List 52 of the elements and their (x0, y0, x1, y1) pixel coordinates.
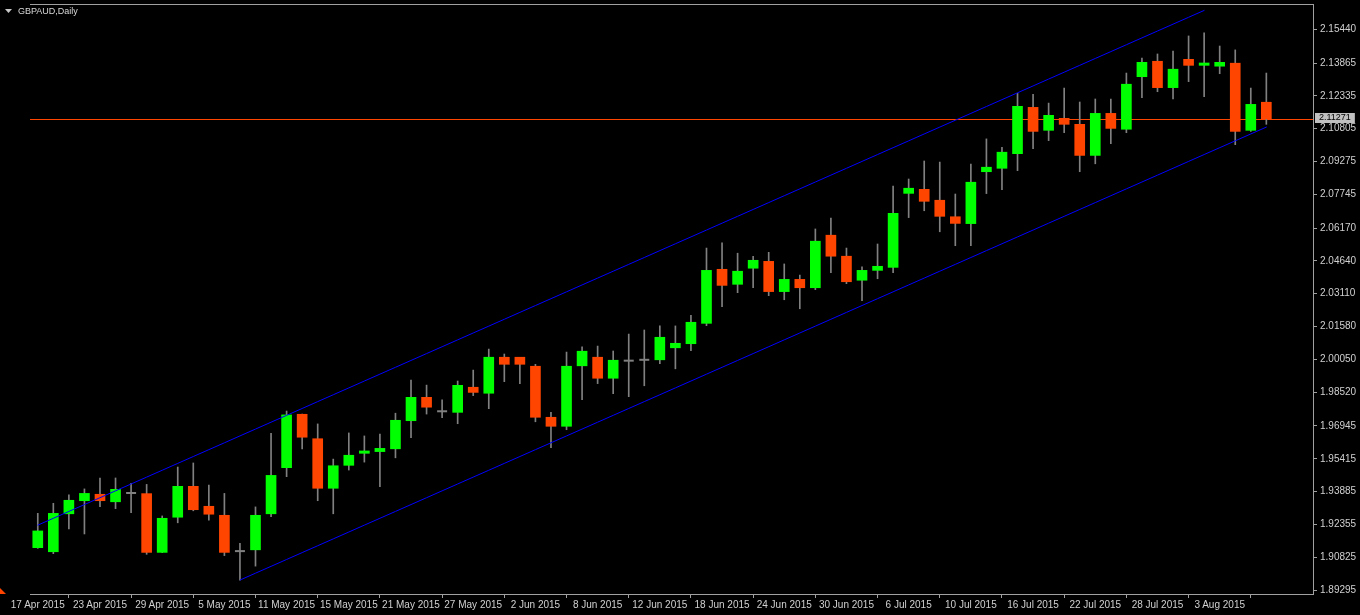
y-tick-label: 2.00050 (1320, 353, 1357, 365)
x-tick-label: 5 May 2015 (198, 598, 251, 610)
x-tick-label: 15 May 2015 (319, 598, 379, 610)
candlestick (1198, 32, 1210, 97)
y-tick-label: 2.10805 (1320, 122, 1357, 134)
y-tick-label: 2.04640 (1320, 254, 1357, 266)
x-tick-label: 29 Apr 2015 (135, 598, 190, 610)
x-tick-label: 16 Jul 2015 (1007, 598, 1060, 610)
x-tick-label: 23 Apr 2015 (73, 598, 128, 610)
candlestick (234, 543, 245, 581)
x-tick-label: 30 Jun 2015 (818, 598, 875, 610)
candlestick (934, 161, 946, 233)
y-tick-label: 1.93885 (1320, 485, 1357, 497)
y-tick-label: 2.07745 (1320, 188, 1357, 200)
x-tick-label: 6 Jul 2015 (885, 598, 933, 610)
candlestick (126, 483, 137, 514)
y-tick-label: 2.09275 (1320, 155, 1357, 167)
x-tick-label: 27 May 2015 (444, 598, 503, 610)
candlestick (203, 484, 215, 521)
y-tick-label: 1.98520 (1320, 385, 1357, 397)
x-tick-label: 12 Jun 2015 (632, 598, 688, 610)
y-tick-label: 1.90825 (1320, 550, 1357, 562)
y-tick-label: 1.92355 (1320, 518, 1357, 530)
x-tick-label: 8 Jun 2015 (572, 598, 623, 610)
x-tick-label: 3 Aug 2015 (1194, 598, 1246, 610)
candlestick (374, 433, 386, 488)
x-tick-label: 17 Apr 2015 (10, 598, 66, 610)
y-tick-label: 2.15440 (1320, 23, 1357, 35)
y-tick-label: 2.06170 (1320, 221, 1357, 233)
chart-title: GBPAUD,Daily (18, 6, 78, 16)
candlestick (623, 333, 634, 398)
candlestick (949, 193, 961, 247)
x-tick-label: 21 May 2015 (382, 598, 441, 610)
y-tick-label: 1.95415 (1320, 452, 1357, 464)
candlestick (639, 329, 650, 387)
x-tick-label: 24 Jun 2015 (756, 598, 813, 610)
y-tick-label: 1.96945 (1320, 419, 1357, 431)
x-tick-label: 18 Jun 2015 (694, 598, 750, 610)
candlestick (437, 399, 448, 419)
x-tick-label: 10 Jul 2015 (945, 598, 998, 610)
candlestick (467, 369, 479, 396)
y-tick-label: 1.89295 (1320, 583, 1357, 595)
x-tick-label: 22 Jul 2015 (1069, 598, 1122, 610)
x-tick-label: 28 Jul 2015 (1131, 598, 1184, 610)
y-tick-label: 2.13865 (1320, 56, 1357, 68)
x-tick-label: 11 May 2015 (258, 598, 316, 610)
y-tick-label: 2.03110 (1320, 287, 1356, 299)
y-tick-label: 2.01580 (1320, 320, 1357, 332)
candlestick (1214, 45, 1226, 75)
y-tick-label: 2.12335 (1320, 89, 1357, 101)
ref-line-label: 2.11271 (1319, 112, 1351, 123)
x-tick-label: 2 Jun 2015 (510, 598, 561, 610)
